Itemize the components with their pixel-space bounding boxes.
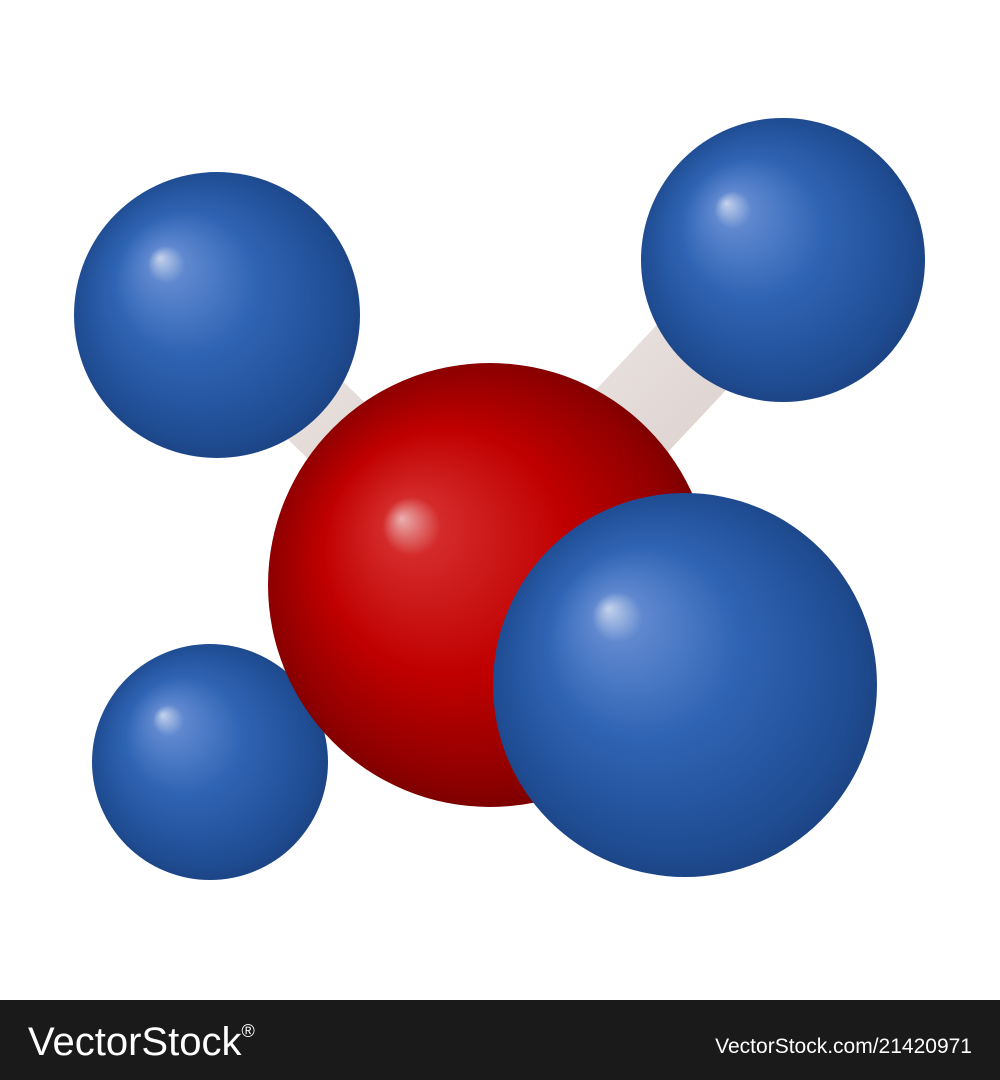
atom-blue — [92, 644, 328, 880]
atom-blue — [641, 118, 925, 402]
registered-mark: ® — [241, 1021, 254, 1041]
atom-blue — [74, 172, 360, 458]
watermark-brand: VectorStock® — [28, 1020, 255, 1064]
brand-text: VectorStock — [28, 1020, 242, 1064]
atom-blue — [493, 493, 877, 877]
watermark-bar — [0, 1000, 1000, 1080]
watermark-id: VectorStock.com/21420971 — [715, 1035, 972, 1058]
